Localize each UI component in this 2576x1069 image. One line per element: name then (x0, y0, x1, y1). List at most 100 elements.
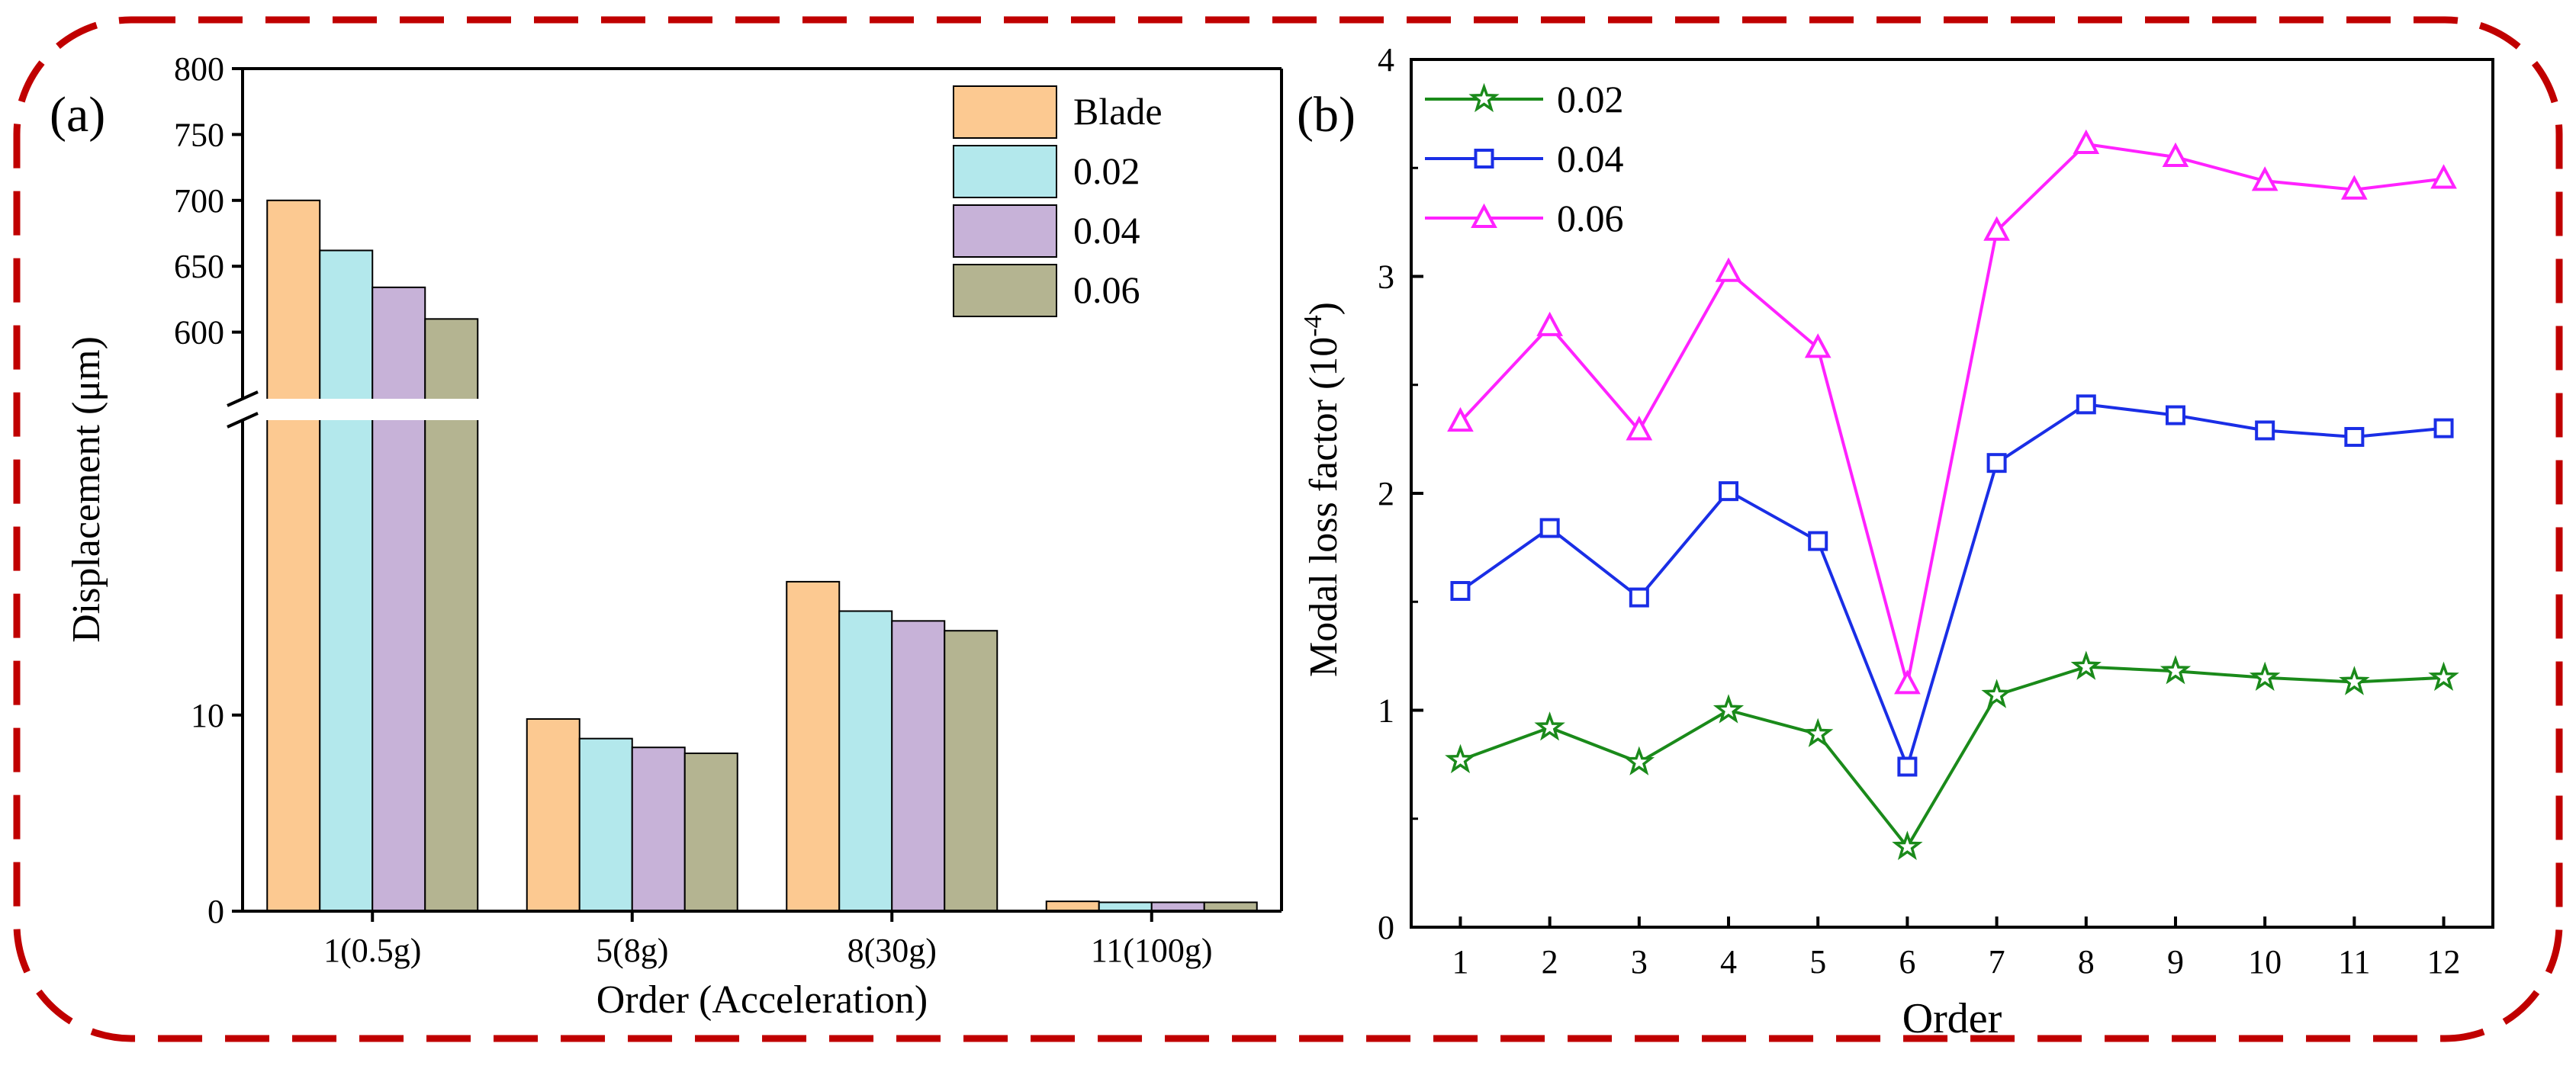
line-x-tick-label: 11 (2338, 943, 2370, 981)
bar-004-3 (891, 620, 946, 912)
series-point-002-3 (1623, 746, 1655, 775)
series-point-002-8 (2070, 650, 2102, 680)
panel-b-label: (b) (1297, 87, 1356, 143)
line-x-tick-label: 2 (1542, 943, 1558, 981)
bar-Blade-1 (266, 199, 321, 912)
bar-axes (241, 67, 1283, 913)
bar-x-tick-label: 8(30g) (847, 932, 937, 969)
line-x-tick-label: 3 (1631, 943, 1648, 981)
bar-y-tick-label: 800 (174, 50, 224, 88)
line-y-tick-label: 3 (1378, 258, 1394, 296)
line-x-tick-label: 8 (2078, 943, 2095, 981)
series-point-004-11 (2344, 427, 2365, 448)
legend-swatch-006 (953, 264, 1057, 317)
series-point-004-5 (1808, 531, 1828, 551)
line-plot-area (1445, 129, 2459, 860)
series-line-004 (1459, 403, 2444, 772)
series-point-006-3 (1626, 416, 1653, 441)
line-x-tick-label: 9 (2167, 943, 2184, 981)
line-x-tick-label: 7 (1989, 943, 2005, 981)
series-point-002-4 (1713, 694, 1745, 724)
panel-a-label: (a) (50, 87, 105, 143)
line-y-tick-label: 0 (1378, 909, 1394, 946)
series-point-002-6 (1892, 830, 1923, 860)
line-x-tick-label: 4 (1720, 943, 1737, 981)
figure-border (13, 16, 2563, 1042)
line-x-tick-label: 5 (1809, 943, 1826, 981)
series-point-006-10 (2251, 166, 2279, 191)
line-y-tick-label: 2 (1378, 475, 1394, 512)
series-line-006 (1459, 142, 2444, 685)
bar-006-2 (683, 752, 738, 912)
series-point-006-1 (1447, 406, 1474, 432)
series-point-006-8 (2073, 129, 2100, 154)
bar-x-tick-label: 11(100g) (1091, 932, 1213, 969)
bar-y-tick-label: 650 (174, 248, 224, 285)
bar-y-tick-label: 700 (174, 182, 224, 220)
series-point-006-4 (1715, 257, 1742, 282)
bar-Blade-2 (526, 717, 580, 912)
series-point-002-5 (1803, 717, 1834, 747)
series-point-004-12 (2433, 418, 2454, 438)
bar-x-axis-title: Order (Acceleration) (597, 978, 928, 1022)
bar-002-1 (319, 249, 374, 912)
line-x-tick-label: 6 (1899, 943, 1915, 981)
bar-002-2 (578, 737, 633, 912)
series-point-006-11 (2341, 175, 2368, 200)
legend-label: 0.02 (1557, 78, 1624, 120)
line-legend: 0.02 0.04 0.06 (1425, 78, 1624, 239)
bar-chart-panel: (a) 1(0.5g) 5(8g) 8(30g) 11(100g) 0 10 600 650 7… (50, 50, 1283, 1022)
axis-break-marks (226, 390, 259, 429)
series-point-006-7 (1983, 216, 2010, 241)
series-point-004-8 (2076, 394, 2096, 415)
series-point-002-11 (2339, 666, 2370, 695)
series-point-004-3 (1629, 587, 1649, 608)
line-x-tick-label: 1 (1452, 943, 1468, 981)
legend-label: 0.06 (1073, 268, 1140, 311)
line-x-axis-title: Order (1902, 995, 2002, 1042)
series-point-004-1 (1450, 581, 1471, 602)
bar-Blade-3 (786, 580, 841, 912)
bar-004-2 (631, 746, 686, 912)
bar-x-tick-label: 5(8g) (596, 932, 668, 969)
line-plot-frame (1410, 58, 2494, 929)
series-point-004-10 (2255, 420, 2275, 441)
legend-label: 0.06 (1557, 197, 1624, 239)
series-point-006-2 (1536, 311, 1563, 336)
bar-plot-area (241, 199, 1283, 913)
series-point-006-12 (2430, 164, 2457, 189)
series-point-002-10 (2249, 661, 2281, 692)
series-point-004-7 (1986, 453, 2007, 474)
series-point-006-9 (2162, 142, 2189, 168)
bar-y-tick-label: 750 (174, 116, 224, 153)
series-point-004-4 (1719, 481, 1739, 502)
bar-y-axis-title: Displacement (μm) (65, 336, 108, 643)
series-point-002-12 (2428, 661, 2459, 692)
line-x-tick-label: 12 (2427, 943, 2461, 981)
bar-006-3 (944, 630, 999, 912)
legend-label: Blade (1073, 90, 1163, 133)
bar-002-3 (838, 610, 893, 912)
bar-x-tick-label: 1(0.5g) (323, 932, 421, 969)
bar-legend: Blade 0.02 0.04 0.06 (953, 85, 1163, 317)
series-point-002-1 (1445, 743, 1476, 774)
line-y-tick-label: 1 (1378, 692, 1394, 730)
bar-axis-ticks: 1(0.5g) 5(8g) 8(30g) 11(100g) 0 10 600 650 700 75… (174, 50, 1213, 969)
legend-marker-002 (1468, 82, 1500, 113)
series-line-002 (1459, 665, 2444, 850)
legend-marker-004 (1474, 149, 1494, 169)
bar-004-1 (371, 286, 426, 912)
series-point-002-7 (1981, 679, 2012, 708)
legend-label: 0.02 (1073, 149, 1140, 192)
series-point-002-9 (2160, 655, 2192, 685)
bar-y-tick-label: 10 (191, 697, 224, 734)
line-x-tick-label: 10 (2248, 943, 2282, 981)
legend-swatch-004 (953, 204, 1057, 258)
bar-break-gap (241, 399, 1283, 420)
legend-swatch-Blade (953, 85, 1057, 139)
bar-y-tick-label: 600 (174, 314, 224, 352)
line-y-tick-label: 4 (1378, 41, 1394, 79)
